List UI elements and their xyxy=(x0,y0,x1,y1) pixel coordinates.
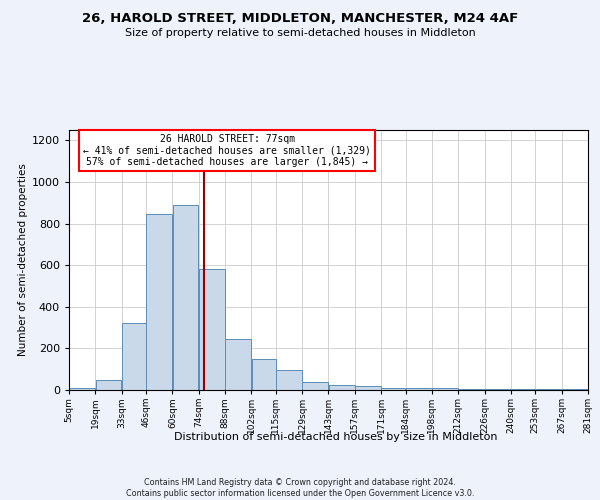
Bar xyxy=(382,388,406,390)
Bar xyxy=(432,388,458,390)
Text: Distribution of semi-detached houses by size in Middleton: Distribution of semi-detached houses by … xyxy=(174,432,498,442)
Bar xyxy=(406,388,431,390)
Bar xyxy=(511,389,535,390)
Bar xyxy=(562,389,588,390)
Bar xyxy=(458,389,484,390)
Bar xyxy=(69,388,95,390)
Bar xyxy=(276,370,302,390)
Bar xyxy=(485,389,511,390)
Text: Size of property relative to semi-detached houses in Middleton: Size of property relative to semi-detach… xyxy=(125,28,475,38)
Text: 26, HAROLD STREET, MIDDLETON, MANCHESTER, M24 4AF: 26, HAROLD STREET, MIDDLETON, MANCHESTER… xyxy=(82,12,518,26)
Bar xyxy=(122,324,146,390)
Bar xyxy=(146,214,172,390)
Bar xyxy=(95,380,121,390)
Bar xyxy=(251,359,275,390)
Bar xyxy=(199,270,225,390)
Bar xyxy=(226,339,251,390)
Bar xyxy=(173,205,199,390)
Y-axis label: Number of semi-detached properties: Number of semi-detached properties xyxy=(17,164,28,356)
Text: 26 HAROLD STREET: 77sqm
← 41% of semi-detached houses are smaller (1,329)
57% of: 26 HAROLD STREET: 77sqm ← 41% of semi-de… xyxy=(83,134,371,167)
Bar xyxy=(329,385,355,390)
Bar xyxy=(536,389,562,390)
Bar xyxy=(302,382,328,390)
Bar xyxy=(355,386,381,390)
Text: Contains HM Land Registry data © Crown copyright and database right 2024.
Contai: Contains HM Land Registry data © Crown c… xyxy=(126,478,474,498)
